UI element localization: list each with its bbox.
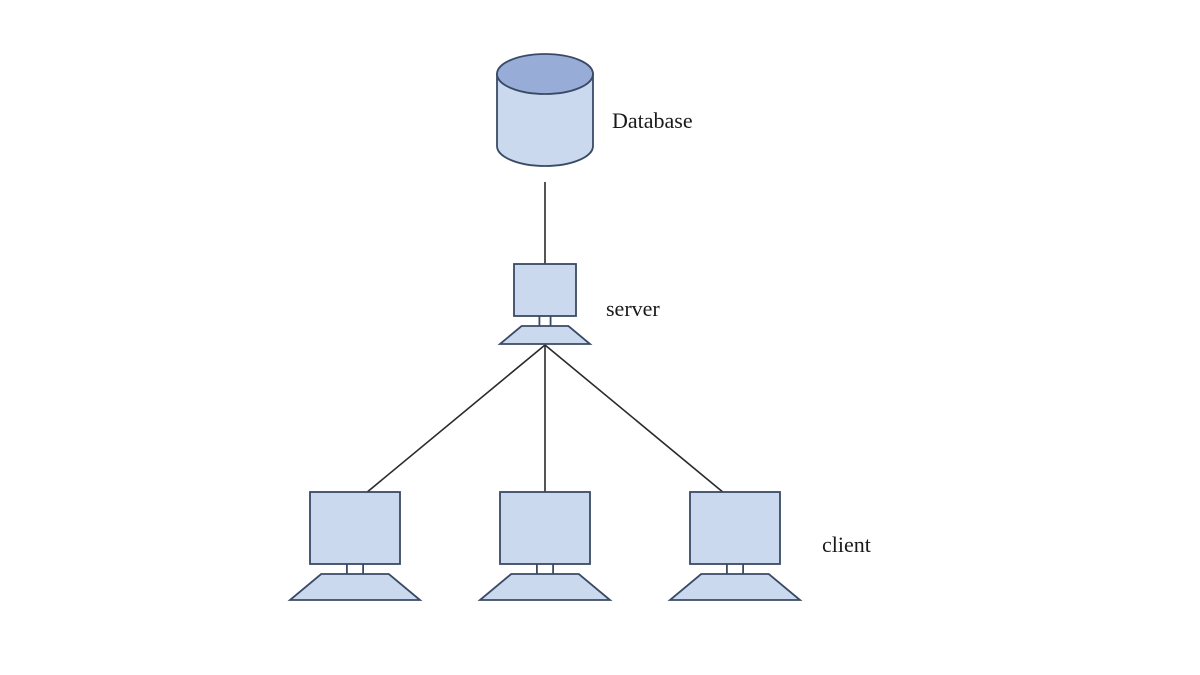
client3-node xyxy=(670,492,800,600)
database-label: Database xyxy=(612,108,693,134)
server-label: server xyxy=(606,296,660,322)
client2-node xyxy=(480,492,610,600)
diagram-svg xyxy=(0,0,1200,675)
database-node xyxy=(497,54,593,166)
client1-node xyxy=(290,492,420,600)
client-server-diagram: Database server client xyxy=(0,0,1200,675)
server-node xyxy=(500,264,590,344)
client-label: client xyxy=(822,532,871,558)
